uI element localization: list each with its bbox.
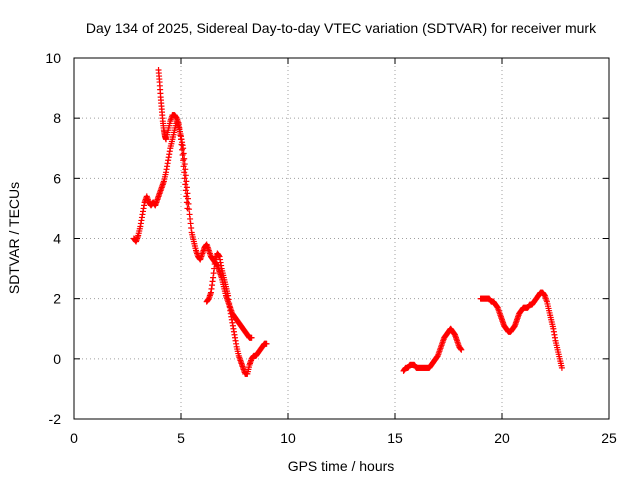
x-tick-label: 15 <box>387 430 403 446</box>
y-axis-label: SDTVAR / TECUs <box>6 182 22 294</box>
x-tick-label: 0 <box>70 430 78 446</box>
data-point <box>183 178 190 185</box>
data-point <box>182 166 189 173</box>
data-point <box>180 157 187 164</box>
data-point <box>248 334 255 341</box>
series-points <box>203 250 270 377</box>
data-point <box>263 340 270 347</box>
data-point <box>179 152 186 159</box>
data-points <box>130 67 565 377</box>
series-points <box>155 67 191 212</box>
data-point <box>182 187 189 194</box>
y-tick-label: 6 <box>53 170 61 186</box>
y-tick-label: 4 <box>53 231 61 247</box>
data-point <box>182 181 189 188</box>
data-point <box>178 136 184 143</box>
y-tick-label: 8 <box>53 110 61 126</box>
data-point <box>180 163 187 170</box>
data-point <box>558 364 565 371</box>
y-tick-label: 0 <box>53 351 61 367</box>
data-point <box>184 205 191 212</box>
x-axis-label: GPS time / hours <box>288 458 395 474</box>
data-point <box>183 193 190 200</box>
x-tick-label: 5 <box>177 430 185 446</box>
series-points <box>400 325 465 374</box>
x-tick-label: 10 <box>280 430 296 446</box>
x-tick-label: 25 <box>601 430 617 446</box>
axis-ticks: 0 5 10 15 20 25 -2 0 2 4 6 8 10 <box>45 50 617 446</box>
data-point <box>183 199 190 206</box>
series-points <box>477 289 565 371</box>
y-tick-label: -2 <box>49 411 62 427</box>
y-tick-label: 10 <box>45 50 61 66</box>
chart-title: Day 134 of 2025, Sidereal Day-to-day VTE… <box>86 20 597 36</box>
y-tick-label: 2 <box>53 291 61 307</box>
data-point <box>458 346 465 353</box>
x-tick-label: 20 <box>494 430 510 446</box>
data-point <box>179 146 186 153</box>
grid-lines <box>74 58 609 419</box>
data-point <box>181 175 188 182</box>
series-points <box>130 118 255 341</box>
data-point <box>181 169 188 176</box>
data-point <box>178 141 185 148</box>
data-point <box>184 190 191 197</box>
data-point <box>182 172 189 179</box>
data-point <box>183 184 190 191</box>
plot-frame <box>73 57 610 420</box>
